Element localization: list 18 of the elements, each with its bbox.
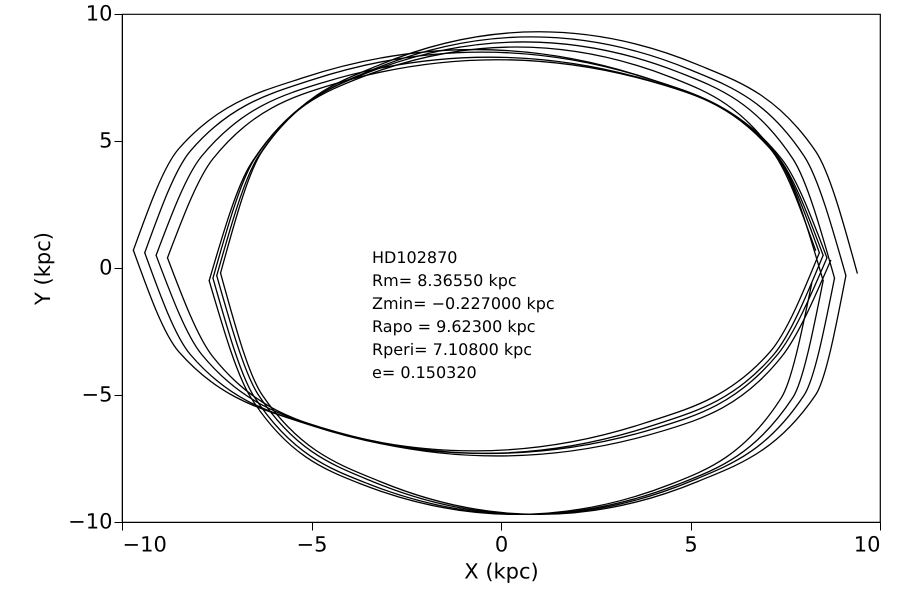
annotation: Rapo = 9.62300 kpc [372, 317, 536, 336]
x-tick-label: 0 [494, 532, 508, 556]
y-tick-label: 10 [86, 2, 112, 26]
annotation: Rperi= 7.10800 kpc [372, 340, 532, 359]
y-axis-title: Y (kpc) [31, 232, 56, 306]
y-tick-label: 5 [99, 128, 112, 152]
x-tick-label: −5 [296, 532, 328, 556]
x-tick-label: −10 [122, 532, 167, 556]
y-tick-label: 0 [99, 256, 112, 280]
annotation: HD102870 [372, 248, 458, 267]
annotation: Rm= 8.36550 kpc [372, 271, 517, 290]
y-tick-label: −5 [82, 382, 112, 406]
annotation: e= 0.150320 [372, 363, 477, 382]
x-tick-label: 10 [854, 532, 880, 556]
x-axis-title: X (kpc) [464, 560, 539, 584]
x-tick-label: 5 [684, 532, 698, 556]
annotation: Zmin= −0.227000 kpc [372, 294, 555, 313]
y-tick-label: −10 [68, 510, 112, 534]
